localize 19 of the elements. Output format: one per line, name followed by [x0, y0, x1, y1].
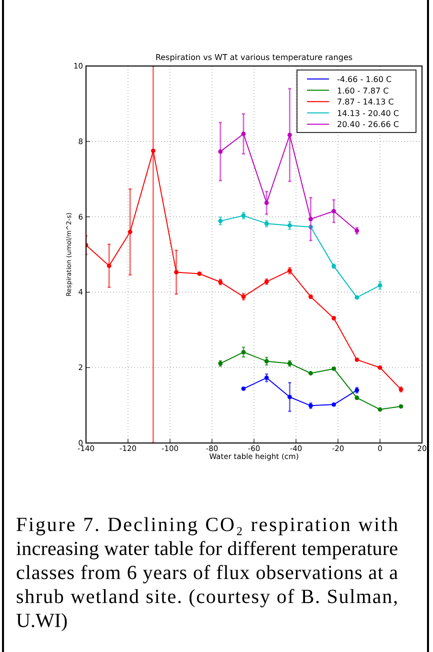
caption: Figure 7. Declining CO₂ respiration with increasing water table for different temperature classes from 6 years of flux observations at a shrub wetland site. (courtesy of B. Sulman, U.WI) [16, 514, 398, 632]
point [106, 264, 112, 268]
legend-label: 20.40 - 26.66 C [337, 120, 400, 130]
legend-label: -4.66 - 1.60 C [337, 75, 392, 84]
point [241, 132, 246, 136]
point [174, 270, 178, 274]
legend-label: 7.87 - 14.13 C [337, 98, 394, 107]
point [241, 350, 246, 354]
point [128, 230, 132, 234]
point [264, 200, 269, 206]
point [218, 149, 223, 154]
legend-label: 1.60 - 7.87 C [337, 86, 390, 96]
point [151, 148, 156, 154]
chart-title: Respiration vs WT at various temperature ranges [155, 53, 353, 62]
point [308, 216, 313, 222]
point [288, 394, 292, 400]
point [332, 208, 336, 214]
legend-label: 14.13 - 20.40 C [337, 108, 400, 118]
point [288, 132, 292, 138]
